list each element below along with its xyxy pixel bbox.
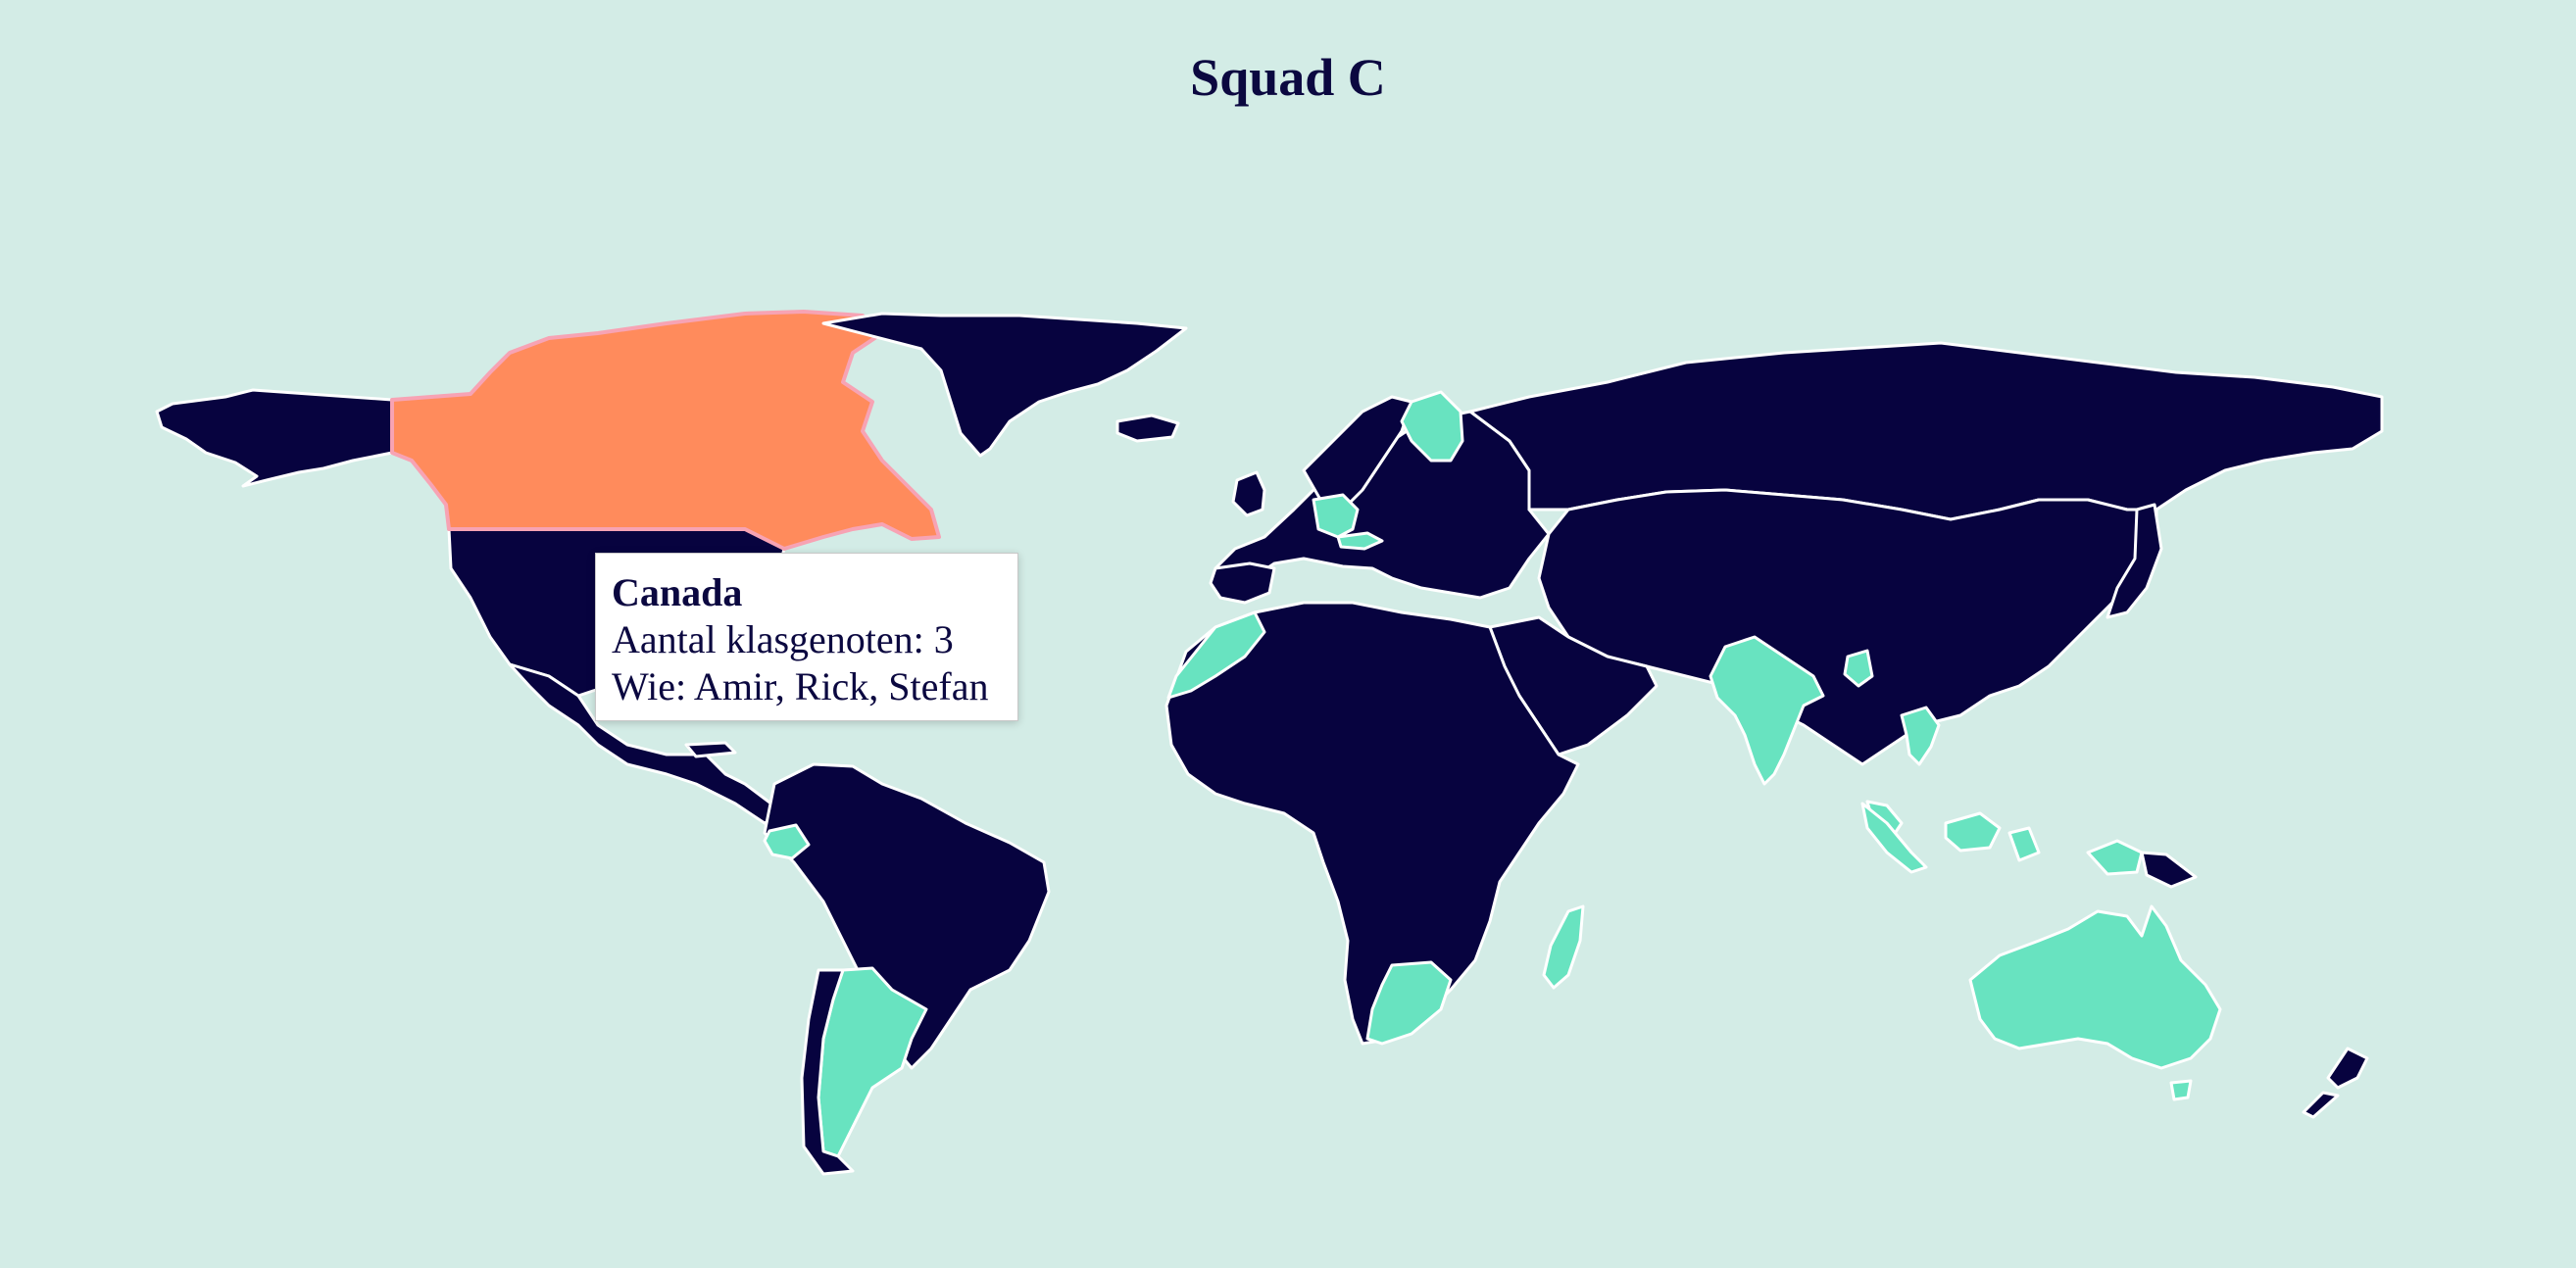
country-greenland[interactable] xyxy=(821,312,1188,458)
tooltip-country-name: Canada xyxy=(612,570,743,614)
country-india[interactable] xyxy=(1709,635,1825,786)
country-thailand[interactable] xyxy=(1900,706,1941,766)
country-tooltip: Canada Aantal klasgenoten: 3 Wie: Amir, … xyxy=(595,553,1018,721)
country-madagascar[interactable] xyxy=(1542,904,1585,990)
country-australia[interactable] xyxy=(1968,904,2222,1070)
country-indonesia[interactable] xyxy=(1860,802,2144,876)
continent-africa[interactable] xyxy=(1164,601,1580,1046)
country-south-africa[interactable] xyxy=(1365,960,1453,1046)
country-morocco[interactable] xyxy=(1166,610,1266,700)
country-new-zealand[interactable] xyxy=(2302,1047,2369,1119)
country-spain[interactable] xyxy=(1209,561,1276,605)
country-iceland[interactable] xyxy=(1115,414,1180,443)
country-australia-tasmania[interactable] xyxy=(2169,1079,2193,1101)
country-germany[interactable] xyxy=(1312,493,1360,539)
tooltip-count: Aantal klasgenoten: 3 xyxy=(612,617,954,661)
tooltip-who: Wie: Amir, Rick, Stefan xyxy=(612,664,989,708)
country-united-kingdom[interactable] xyxy=(1231,470,1266,517)
continent-asia[interactable] xyxy=(1537,488,2158,766)
country-papua-new-guinea[interactable] xyxy=(2140,851,2198,889)
continent-south-america[interactable] xyxy=(763,762,1051,1070)
country-canada[interactable] xyxy=(390,310,941,551)
country-ecuador[interactable] xyxy=(763,823,811,860)
country-finland[interactable] xyxy=(1400,390,1464,463)
map-title: Squad C xyxy=(1190,48,1386,107)
country-chile[interactable] xyxy=(800,968,855,1176)
country-japan[interactable] xyxy=(2105,503,2163,619)
country-russia[interactable] xyxy=(1468,341,2384,521)
country-bangladesh[interactable] xyxy=(1843,649,1874,688)
country-usa[interactable] xyxy=(155,388,394,488)
region-caribbean[interactable] xyxy=(684,741,737,758)
country-austria[interactable] xyxy=(1336,531,1384,551)
